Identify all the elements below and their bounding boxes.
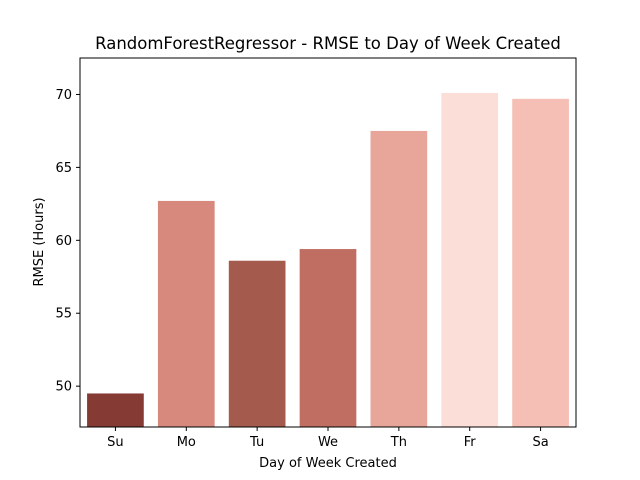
y-tick-label: 50 — [55, 380, 72, 395]
x-tick-label: Mo — [177, 435, 196, 450]
x-tick-label: Fr — [464, 435, 477, 450]
y-axis-ticks: 50 55 60 65 70 — [55, 88, 80, 395]
bar-th — [370, 130, 428, 427]
bar-mo — [157, 200, 215, 427]
plot-frame — [79, 57, 577, 428]
chart-title: RandomForestRegressor - RMSE to Day of W… — [95, 34, 561, 53]
bar-fr — [441, 93, 499, 427]
bar-tu — [228, 260, 286, 427]
x-tick-label: Th — [390, 435, 407, 450]
y-tick-label: 65 — [55, 161, 72, 176]
x-axis-ticks: Su Mo Tu We Th Fr Sa — [107, 427, 549, 450]
y-tick-label: 70 — [55, 88, 72, 103]
x-tick-label: Su — [107, 435, 124, 450]
x-tick-label: Sa — [532, 435, 548, 450]
x-axis-label: Day of Week Created — [259, 456, 397, 471]
x-tick-label: Tu — [249, 435, 264, 450]
x-tick-label: We — [318, 435, 338, 450]
y-tick-label: 60 — [55, 234, 72, 249]
bar-su — [87, 393, 144, 427]
y-axis-label: RMSE (Hours) — [32, 197, 47, 286]
y-tick-label: 55 — [55, 307, 72, 322]
bar-we — [299, 249, 357, 427]
bar-sa — [512, 98, 569, 427]
bars-group — [87, 93, 569, 427]
